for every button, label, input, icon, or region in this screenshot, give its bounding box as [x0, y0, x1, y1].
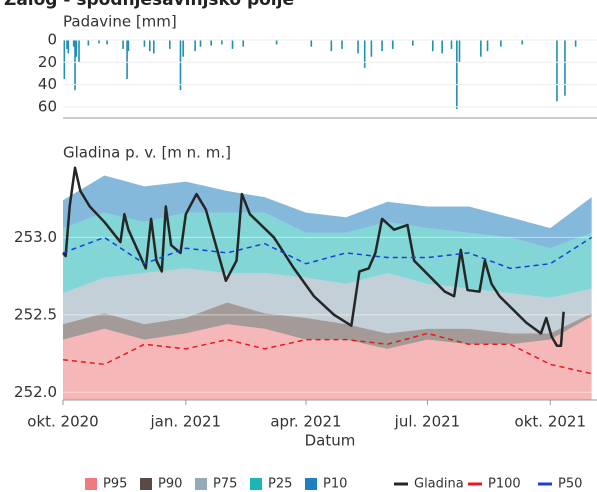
x-tick-label: apr. 2021 [270, 413, 341, 431]
percentile-band [63, 175, 592, 249]
y-tick-label: 20 [38, 53, 57, 71]
precip-bar [330, 40, 333, 52]
precip-bar [574, 40, 577, 47]
x-tick-label: jan. 2021 [150, 413, 222, 431]
precip-bar [450, 40, 453, 49]
precip-bar [122, 40, 124, 49]
legend-swatch [85, 478, 97, 490]
level-axis-title: Gladina p. v. [m n. m.] [63, 144, 231, 162]
precip-bar [126, 40, 128, 79]
precip-bar [341, 40, 343, 49]
series-line [62, 166, 565, 348]
x-tick-label: jul. 2021 [394, 413, 461, 431]
precip-bar [87, 40, 90, 46]
precip-bar [148, 40, 151, 52]
precip-bar [564, 40, 566, 96]
precip-bar [72, 40, 75, 47]
percentile-band [63, 316, 592, 400]
x-axis-title: Datum [305, 432, 356, 450]
legend-label: P50 [558, 477, 582, 492]
legend-label: P25 [268, 477, 292, 492]
precip-bar [363, 40, 366, 68]
precip-bar [310, 40, 313, 47]
precip-bar [381, 40, 383, 52]
precip-bar [521, 40, 524, 45]
precip-bar [98, 40, 100, 44]
legend-swatch [140, 478, 152, 490]
precip-bar [441, 40, 443, 54]
precip-bar [411, 40, 414, 46]
chart-title: Zalog - spodnjesavinjsko polje [4, 0, 294, 10]
legend-swatch [305, 478, 317, 490]
y-tick-label: 252.5 [14, 305, 57, 323]
x-tick-label: okt. 2020 [27, 413, 98, 431]
precip-bar [179, 40, 182, 91]
legend-label: P75 [213, 477, 237, 492]
series-line [62, 332, 592, 375]
x-tick-label: okt. 2021 [515, 413, 586, 431]
precip-bar [242, 40, 245, 47]
precip-bar [127, 40, 130, 52]
precip-bar [500, 40, 502, 47]
precip-bar [556, 40, 558, 102]
legend-label: P90 [158, 477, 182, 492]
y-tick-label: 40 [38, 75, 57, 93]
precip-bar [391, 40, 394, 49]
precip-bar [431, 40, 434, 52]
precip-bar [275, 40, 278, 45]
precip-bar [63, 40, 66, 79]
precip-bar [458, 40, 461, 63]
precip-bar [66, 40, 68, 49]
legend-label: P100 [488, 477, 521, 492]
percentile-band [63, 302, 592, 349]
precip-bar [357, 40, 359, 54]
precip-bar [210, 40, 212, 46]
percentile-band [63, 268, 592, 334]
precip-bar [456, 40, 458, 110]
precip-bar [67, 40, 70, 54]
precip-bar [143, 40, 146, 47]
y-tick-label: 252.0 [14, 383, 57, 401]
y-tick-label: 60 [38, 97, 57, 115]
precip-bar [486, 40, 489, 52]
precip-bar [75, 40, 78, 57]
precip-bar [78, 40, 80, 63]
series-line [62, 236, 593, 270]
precip-bar [106, 40, 108, 45]
legend-swatch [250, 478, 262, 490]
precip-bar [194, 40, 196, 52]
precip-bar [199, 40, 202, 47]
precip-bar [152, 40, 155, 54]
legend-label: P95 [103, 477, 127, 492]
y-tick-label: 253.0 [14, 228, 57, 246]
precip-bar [231, 40, 234, 49]
precip-bar [169, 40, 171, 49]
legend-label: Gladina [414, 477, 464, 492]
precip-bar [480, 40, 482, 57]
precip-bar [221, 40, 223, 45]
y-tick-label: 0 [47, 31, 57, 49]
precip-axis-title: Padavine [mm] [63, 13, 177, 31]
precip-bar [74, 40, 76, 91]
precip-bar [370, 40, 373, 57]
precip-bar [182, 40, 184, 57]
legend-swatch [195, 478, 207, 490]
legend-label: P10 [323, 477, 347, 492]
percentile-band [63, 212, 592, 298]
